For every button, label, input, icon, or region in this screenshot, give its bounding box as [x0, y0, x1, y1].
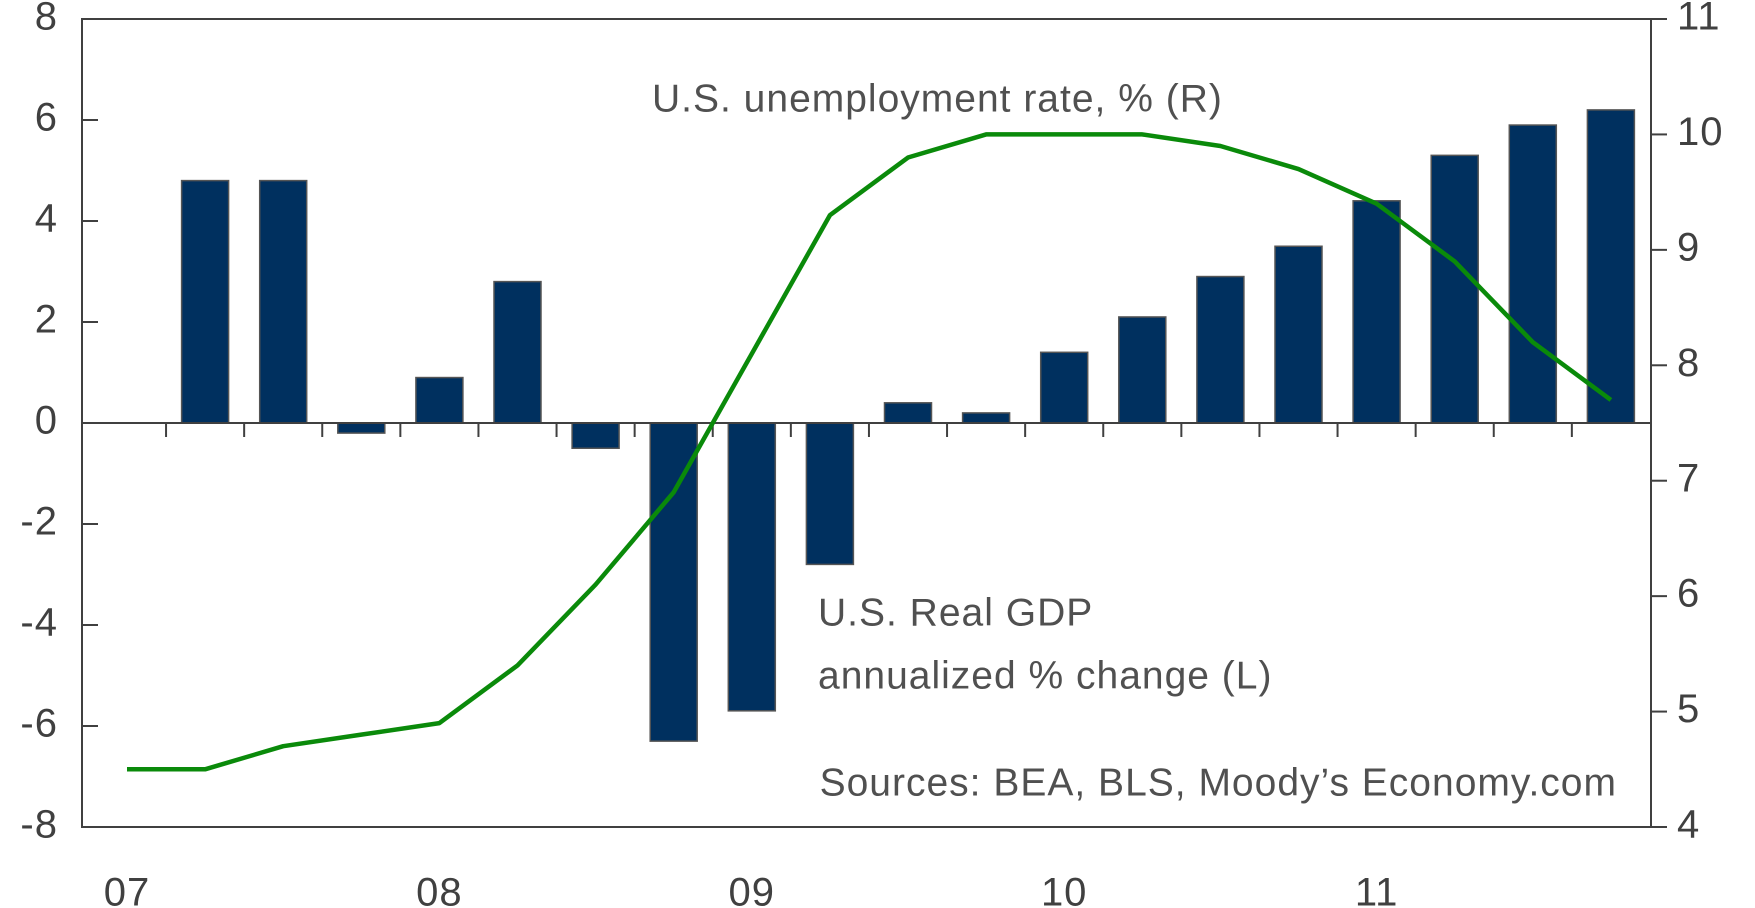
- y2-tick-label: 6: [1677, 572, 1700, 616]
- bar: [493, 280, 542, 424]
- y-tick-label: 0: [35, 399, 58, 443]
- x-tick-label: 08: [416, 871, 463, 908]
- bar: [1508, 124, 1558, 424]
- bar: [1586, 109, 1636, 424]
- x-tick-label: 11: [1355, 871, 1399, 908]
- bar: [961, 412, 1011, 424]
- y-tick-label: 4: [35, 197, 58, 241]
- y2-tick-label: 5: [1677, 687, 1700, 731]
- bar: [649, 422, 698, 742]
- y2-tick-label: 9: [1677, 225, 1700, 269]
- bar: [258, 179, 308, 424]
- bar: [1196, 275, 1245, 424]
- y-tick-label: 6: [35, 96, 58, 140]
- y-tick-label: -2: [20, 500, 58, 544]
- y2-tick-label: 7: [1677, 456, 1700, 500]
- y2-tick-label: 8: [1677, 341, 1700, 385]
- line: [127, 132, 1613, 772]
- bar: [1352, 200, 1401, 424]
- y-tick-label: 8: [35, 0, 58, 39]
- bar: [180, 179, 230, 424]
- annotation: annualized % change (L): [818, 654, 1272, 697]
- bar: [1274, 245, 1323, 424]
- bar: [1118, 316, 1167, 424]
- y2-tick-label: 4: [1677, 803, 1700, 847]
- annotation: U.S. Real GDP: [818, 591, 1093, 634]
- y2-tick-label: 11: [1677, 0, 1721, 39]
- bar: [571, 422, 620, 449]
- y-tick-label: -6: [20, 702, 58, 746]
- x-tick-label: 07: [104, 871, 151, 908]
- y-tick-label: -8: [20, 803, 58, 847]
- bar: [1430, 154, 1479, 424]
- annotation: U.S. unemployment rate, % (R): [652, 77, 1223, 120]
- bar: [883, 402, 933, 424]
- x-tick-label: 10: [1041, 871, 1088, 908]
- bar: [1039, 351, 1089, 424]
- bar: [337, 422, 386, 434]
- y-tick-label: 2: [35, 298, 58, 342]
- bar: [805, 422, 855, 566]
- bar: [727, 422, 777, 712]
- annotation: Sources: BEA, BLS, Moody’s Economy.com: [820, 761, 1617, 804]
- y-tick-label: -4: [20, 601, 58, 645]
- y2-tick-label: 10: [1677, 110, 1724, 154]
- bar: [415, 376, 464, 424]
- x-tick-label: 09: [729, 871, 776, 908]
